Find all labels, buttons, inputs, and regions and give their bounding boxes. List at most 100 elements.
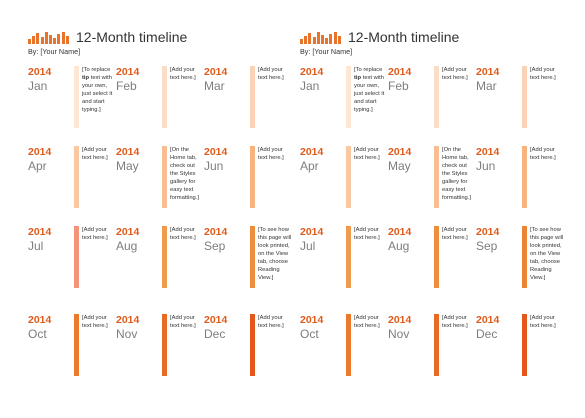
month-cell: 2014 Jul [Add your text here.] xyxy=(28,226,116,296)
month-note-text[interactable]: [Add your text here.] xyxy=(354,227,380,241)
month-color-bar xyxy=(250,226,255,288)
year-label: 2014 xyxy=(300,66,324,78)
month-cell: 2014 Aug [Add your text here.] xyxy=(388,226,476,296)
month-note-text[interactable]: [Add your text here.] xyxy=(530,315,556,329)
bar-chart-logo-icon xyxy=(28,32,70,44)
month-note-text[interactable]: [To replace tip text with your own, just… xyxy=(354,67,385,113)
month-color-bar xyxy=(162,146,167,208)
month-note-text[interactable]: [Add your text here.] xyxy=(442,315,468,329)
author-byline: By: [Your Name] xyxy=(300,47,353,56)
month-cell: 2014 Apr [Add your text here.] xyxy=(28,146,116,216)
month-note-text[interactable]: [Add your text here.] xyxy=(82,227,108,241)
month-color-bar xyxy=(162,314,167,376)
bar-chart-logo-icon xyxy=(300,32,342,44)
month-note-text[interactable]: [To see how this page will look printed,… xyxy=(258,227,292,281)
page-header: 12-Month timeline xyxy=(28,29,288,46)
month-note-text[interactable]: [Add your text here.] xyxy=(82,315,108,329)
year-label: 2014 xyxy=(28,226,52,238)
year-label: 2014 xyxy=(300,146,324,158)
month-color-bar xyxy=(74,226,79,288)
month-label: Mar xyxy=(204,79,225,93)
month-color-bar xyxy=(434,66,439,128)
month-cell: 2014 Jan [To replace tip text with your ow… xyxy=(28,66,116,136)
month-label: Jul xyxy=(28,239,44,253)
year-label: 2014 xyxy=(388,66,412,78)
month-color-bar xyxy=(250,146,255,208)
month-label: Sep xyxy=(204,239,226,253)
month-note-text[interactable]: [Add your text here.] xyxy=(170,315,196,329)
month-label: Apr xyxy=(300,159,319,173)
month-label: Jan xyxy=(300,79,320,93)
month-cell: 2014 Nov [Add your text here.] xyxy=(116,314,204,384)
month-color-bar xyxy=(522,146,527,208)
month-note-text[interactable]: [Add your text here.] xyxy=(354,315,380,329)
year-label: 2014 xyxy=(476,146,500,158)
month-cell: 2014 Oct [Add your text here.] xyxy=(300,314,388,384)
month-cell: 2014 Dec [Add your text here.] xyxy=(476,314,564,384)
month-note-text[interactable]: [Add your text here.] xyxy=(258,315,284,329)
month-cell: 2014 Dec [Add your text here.] xyxy=(204,314,292,384)
month-cell: 2014 Jan [To replace tip text with your ow… xyxy=(300,66,388,136)
month-label: May xyxy=(116,159,139,173)
year-label: 2014 xyxy=(28,314,52,326)
author-byline: By: [Your Name] xyxy=(28,47,81,56)
month-color-bar xyxy=(74,66,79,128)
year-label: 2014 xyxy=(28,146,52,158)
month-color-bar xyxy=(346,146,351,208)
month-label: May xyxy=(388,159,411,173)
month-label: Jan xyxy=(28,79,48,93)
month-note-text[interactable]: [To replace tip text with your own, just… xyxy=(82,67,113,113)
month-cell: 2014 Mar [Add your text here.] xyxy=(204,66,292,136)
month-color-bar xyxy=(346,226,351,288)
month-label: Dec xyxy=(204,327,226,341)
month-note-text[interactable]: [Add your text here.] xyxy=(82,147,108,161)
month-label: Jul xyxy=(300,239,316,253)
month-note-text[interactable]: [Add your text here.] xyxy=(170,227,196,241)
month-color-bar xyxy=(434,226,439,288)
month-label: Mar xyxy=(476,79,497,93)
year-label: 2014 xyxy=(116,146,140,158)
month-label: Feb xyxy=(116,79,137,93)
month-note-text[interactable]: [Add your text here.] xyxy=(258,147,284,161)
month-cell: 2014 Jun [Add your text here.] xyxy=(204,146,292,216)
page-header: 12-Month timeline xyxy=(300,29,560,46)
month-cell: 2014 Apr [Add your text here.] xyxy=(300,146,388,216)
year-label: 2014 xyxy=(388,226,412,238)
month-color-bar xyxy=(162,226,167,288)
month-note-text[interactable]: [Add your text here.] xyxy=(442,67,468,81)
month-label: Jun xyxy=(204,159,224,173)
timeline-page-right: 12-Month timeline By: [Your Name] 2014 Jan[… xyxy=(300,0,572,418)
year-label: 2014 xyxy=(204,314,228,326)
month-label: Nov xyxy=(116,327,138,341)
month-label: Apr xyxy=(28,159,47,173)
month-cell: 2014 Jun [Add your text here.] xyxy=(476,146,564,216)
month-note-text[interactable]: [Add your text here.] xyxy=(530,67,556,81)
month-note-text[interactable]: [Add your text here.] xyxy=(258,67,284,81)
year-label: 2014 xyxy=(204,146,228,158)
timeline-page-left: 12-Month timeline By: [Your Name] 2014 Jan[… xyxy=(28,0,300,418)
month-note-text[interactable]: [Add your text here.] xyxy=(354,147,380,161)
year-label: 2014 xyxy=(388,314,412,326)
month-note-text[interactable]: [Add your text here.] xyxy=(530,147,556,161)
year-label: 2014 xyxy=(204,226,228,238)
month-cell: 2014 Nov [Add your text here.] xyxy=(388,314,476,384)
month-note-text[interactable]: [Add your text here.] xyxy=(170,67,196,81)
year-label: 2014 xyxy=(204,66,228,78)
year-label: 2014 xyxy=(476,226,500,238)
month-cell: 2014 May [On the Home tab, check out the S… xyxy=(116,146,204,216)
month-label: Nov xyxy=(388,327,410,341)
month-label: Oct xyxy=(28,327,47,341)
month-note-text[interactable]: [To see how this page will look printed,… xyxy=(530,227,564,281)
month-note-text[interactable]: [On the Home tab, check out the Styles g… xyxy=(442,147,471,201)
page-title: 12-Month timeline xyxy=(348,29,460,45)
year-label: 2014 xyxy=(476,314,500,326)
month-cell: 2014 Oct [Add your text here.] xyxy=(28,314,116,384)
month-label: Sep xyxy=(476,239,498,253)
year-label: 2014 xyxy=(476,66,500,78)
month-note-text[interactable]: [Add your text here.] xyxy=(442,227,468,241)
month-color-bar xyxy=(434,146,439,208)
month-label: Oct xyxy=(300,327,319,341)
month-cell: 2014 Mar [Add your text here.] xyxy=(476,66,564,136)
month-note-text[interactable]: [On the Home tab, check out the Styles g… xyxy=(170,147,199,201)
month-cell: 2014 Sep [To see how this page will look p… xyxy=(204,226,292,296)
